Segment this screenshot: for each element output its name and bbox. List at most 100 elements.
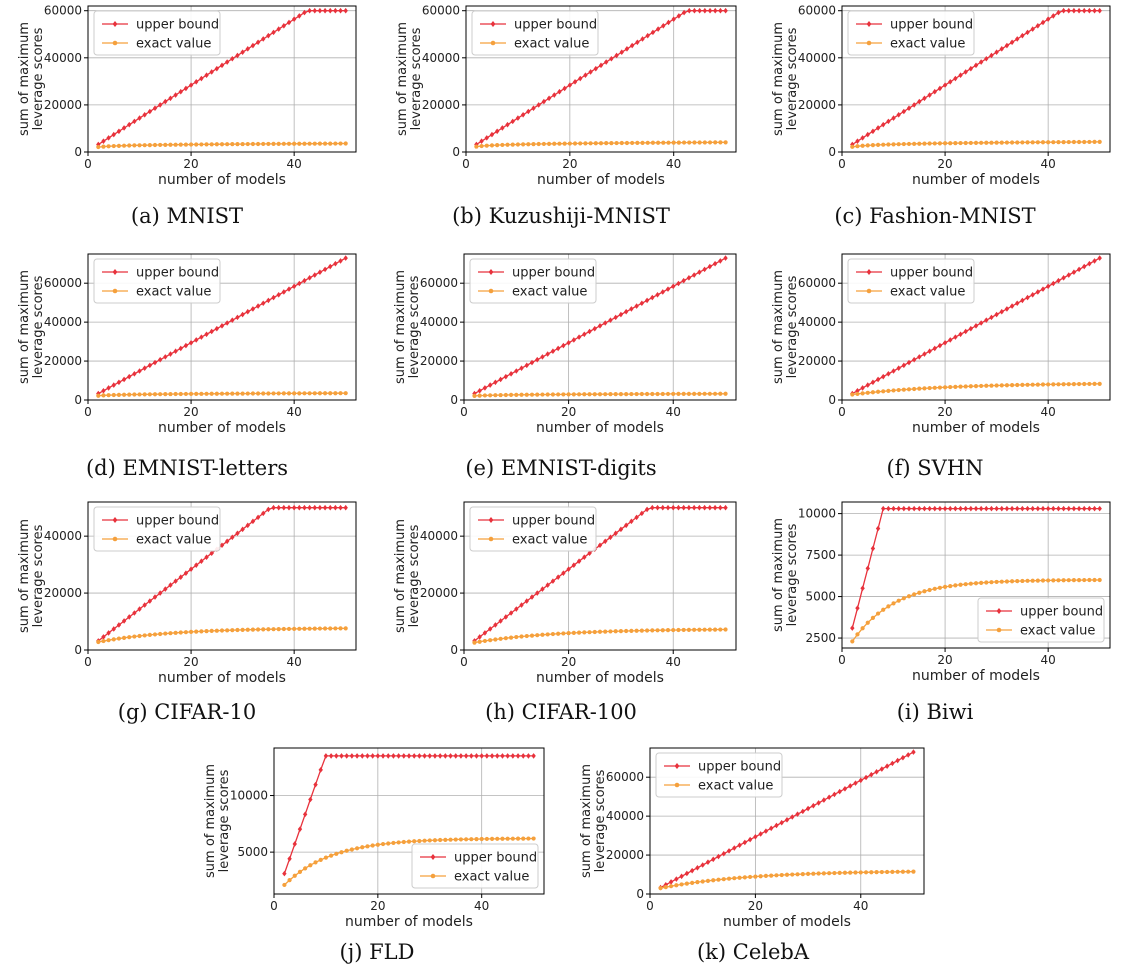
data-point-exact xyxy=(1035,140,1040,145)
data-point-exact xyxy=(658,886,663,891)
data-point-exact xyxy=(666,140,671,145)
data-point-upper xyxy=(555,345,561,352)
legend-box xyxy=(977,597,1105,643)
data-point-upper xyxy=(266,506,271,513)
data-point-upper xyxy=(937,342,943,349)
data-point-exact xyxy=(979,140,984,145)
legend-box xyxy=(471,10,599,56)
data-point-upper xyxy=(963,505,968,512)
data-point-exact xyxy=(322,141,328,146)
data-point-upper xyxy=(932,505,937,512)
data-point-upper xyxy=(312,7,317,14)
data-point-exact xyxy=(578,141,583,146)
data-point-exact xyxy=(173,142,178,147)
data-point-exact xyxy=(608,629,613,634)
data-point-upper xyxy=(255,303,261,309)
legend-marker-exact xyxy=(674,782,680,788)
chart-svg: 0 20 40 0 20000 40000 60000 number of models sum… xyxy=(17,4,357,188)
data-point-upper xyxy=(922,505,927,512)
data-point-exact xyxy=(482,393,488,398)
data-point-exact xyxy=(317,141,323,146)
subfigure-caption: (i) Biwi xyxy=(896,700,974,724)
data-point-upper xyxy=(194,562,199,568)
data-point-upper xyxy=(338,7,343,14)
x-tick-label: 0 xyxy=(838,157,846,171)
data-point-exact xyxy=(302,141,307,146)
data-point-upper xyxy=(498,376,503,383)
data-point-upper xyxy=(613,314,618,321)
data-point-upper xyxy=(281,289,287,295)
data-point-upper xyxy=(286,504,292,511)
data-point-upper xyxy=(860,585,865,592)
data-point-exact xyxy=(214,391,219,396)
y-axis-label: leverage scores xyxy=(217,769,232,872)
data-point-exact xyxy=(147,632,152,638)
data-point-exact xyxy=(697,391,702,396)
data-point-upper xyxy=(178,345,183,352)
data-point-upper xyxy=(816,800,821,806)
data-point-upper xyxy=(427,753,432,759)
data-point-upper xyxy=(500,753,505,759)
data-point-exact xyxy=(588,141,593,146)
data-point-exact xyxy=(676,391,681,397)
data-point-upper xyxy=(557,88,562,95)
data-point-upper xyxy=(503,373,509,380)
data-point-upper xyxy=(644,506,650,513)
data-point-upper xyxy=(702,504,707,511)
data-point-exact xyxy=(101,393,106,398)
data-point-upper xyxy=(1045,283,1051,290)
y-tick-label: 60000 xyxy=(422,4,460,18)
data-point-exact xyxy=(737,875,742,880)
data-point-exact xyxy=(338,141,343,146)
data-point-exact xyxy=(312,391,317,396)
data-point-upper xyxy=(199,75,204,82)
data-point-exact xyxy=(214,142,219,147)
data-point-exact xyxy=(671,140,676,145)
legend-marker-upper xyxy=(996,608,1002,614)
data-point-upper xyxy=(188,566,194,572)
data-point-exact xyxy=(660,391,665,397)
data-point-upper xyxy=(328,7,333,14)
data-point-upper xyxy=(922,351,927,357)
data-point-exact xyxy=(875,611,881,616)
data-point-upper xyxy=(875,525,881,532)
y-tick-label: 0 xyxy=(74,145,82,159)
y-axis-label: sum of maximum xyxy=(395,22,410,136)
data-point-upper xyxy=(245,522,250,529)
data-point-upper xyxy=(111,626,116,632)
data-point-exact xyxy=(1015,382,1020,388)
legend-label-exact: exact value xyxy=(136,285,211,300)
data-point-upper xyxy=(209,550,214,557)
data-point-upper xyxy=(524,362,529,369)
data-point-exact xyxy=(209,142,214,147)
data-point-upper xyxy=(152,105,158,111)
legend-box xyxy=(93,506,221,552)
panel-b: 0 20 40 0 20000 40000 60000 number of models sum… xyxy=(374,0,748,230)
data-point-exact xyxy=(488,393,493,398)
data-point-upper xyxy=(173,92,178,98)
data-point-upper xyxy=(343,7,348,14)
data-point-upper xyxy=(1082,7,1087,14)
data-point-exact xyxy=(508,635,514,640)
data-point-upper xyxy=(953,334,958,340)
data-point-exact xyxy=(572,141,578,146)
legend-label-upper: upper bound xyxy=(512,514,595,529)
plot-frame xyxy=(465,5,737,153)
data-point-exact xyxy=(477,639,482,644)
legend-label-exact: exact value xyxy=(890,285,965,300)
data-point-upper xyxy=(1030,26,1035,32)
data-point-exact xyxy=(448,837,453,842)
data-point-upper xyxy=(519,365,524,371)
data-point-exact xyxy=(1035,578,1040,583)
legend-marker-exact xyxy=(866,288,872,294)
legend-box xyxy=(469,258,597,304)
data-point-upper xyxy=(1004,505,1010,512)
data-point-upper xyxy=(552,92,557,98)
legend-label-upper: upper bound xyxy=(512,266,595,281)
data-point-exact xyxy=(535,392,540,397)
data-point-exact xyxy=(999,579,1004,584)
data-point-upper xyxy=(891,115,896,121)
data-point-exact xyxy=(597,629,603,634)
x-axis-label: number of models xyxy=(537,172,665,188)
data-point-upper xyxy=(891,368,896,374)
